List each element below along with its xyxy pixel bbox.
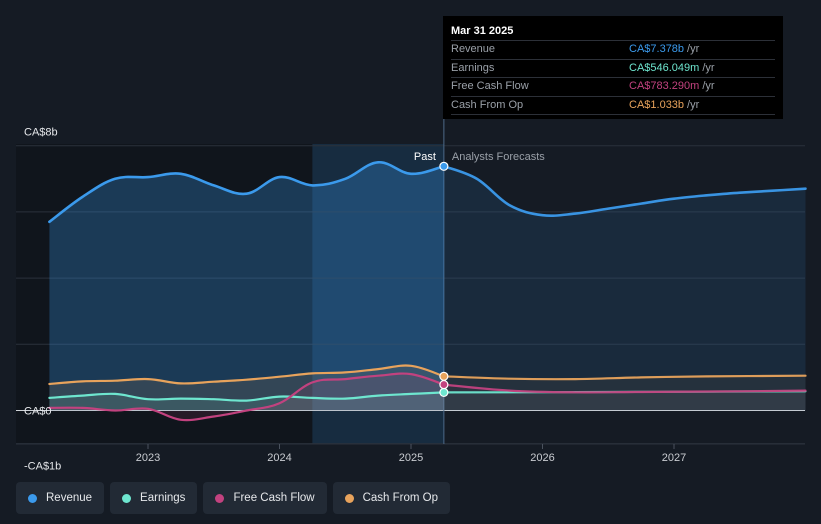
tooltip-row-value: CA$546.049m xyxy=(629,61,700,74)
tooltip-row-unit: /yr xyxy=(687,98,700,111)
tooltip-row-unit: /yr xyxy=(702,61,715,74)
tooltip-row-value: CA$1.033b xyxy=(629,98,685,111)
legend-dot-icon xyxy=(215,493,225,503)
x-tick-label: 2027 xyxy=(662,452,686,464)
tooltip-row-unit: /yr xyxy=(687,43,700,55)
marker-cash-from-op xyxy=(439,371,449,381)
tooltip-row-earnings: Earnings CA$546.049m /yr xyxy=(451,58,775,78)
tooltip-date: Mar 31 2025 xyxy=(451,25,514,37)
area-revenue-forecast xyxy=(443,166,806,411)
tooltip-row-unit: /yr xyxy=(702,80,715,92)
area-earnings-forecast xyxy=(443,391,806,411)
tooltip-panel: Mar 31 2025 Revenue CA$7.378b /yr Earnin… xyxy=(443,16,783,119)
area-free-cash-flow-past xyxy=(49,373,444,421)
legend-dot-icon xyxy=(344,493,354,503)
tooltip-row-name: Revenue xyxy=(451,43,496,55)
area-revenue-past xyxy=(49,162,444,411)
legend-item-free-cash-flow[interactable]: Free Cash Flow xyxy=(203,482,327,514)
legend-dot-icon xyxy=(122,493,132,503)
tooltip-row-value: CA$783.290m xyxy=(629,80,700,92)
legend-item-earnings[interactable]: Earnings xyxy=(110,482,198,514)
legend-item-cash-from-op[interactable]: Cash From Op xyxy=(332,482,451,514)
past-label: Past xyxy=(414,151,436,163)
x-tick-label: 2026 xyxy=(530,452,554,464)
axis-labels: CA$8b CA$0 -CA$1b 2023 2024 2025 2026 2027 Past A… xyxy=(24,127,686,473)
past-background xyxy=(16,144,313,444)
tooltip-row-name: Cash From Op xyxy=(451,98,524,111)
line-earnings-past xyxy=(48,391,445,402)
tooltip-row-cash-from-op: Cash From Op CA$1.033b /yr xyxy=(451,95,775,115)
tooltip-markers xyxy=(439,161,449,398)
area-free-cash-flow-forecast xyxy=(443,384,806,411)
line-cash-from-op-past xyxy=(48,364,445,386)
y-axis-label: -CA$1b xyxy=(24,461,61,473)
line-free-cash-flow-past xyxy=(48,372,445,422)
legend-label: Revenue xyxy=(46,492,93,504)
line-free-cash-flow-forecast xyxy=(442,383,807,394)
x-tick-label: 2025 xyxy=(399,452,423,464)
marker-free-cash-flow xyxy=(439,379,449,390)
series-lines xyxy=(48,160,807,422)
y-axis-label: CA$8b xyxy=(24,127,58,139)
x-tick-label: 2024 xyxy=(267,452,291,464)
legend-label: Cash From Op xyxy=(362,492,439,504)
line-cash-from-op-forecast xyxy=(442,374,807,381)
tooltip-row-revenue: Revenue CA$7.378b /yr xyxy=(451,40,775,59)
line-revenue-past xyxy=(48,160,446,224)
legend-item-revenue[interactable]: Revenue xyxy=(16,482,105,514)
legend-dot-icon xyxy=(28,493,37,503)
forecast-label: Analysts Forecasts xyxy=(452,151,545,163)
y-axis-label: CA$0 xyxy=(24,406,52,418)
marker-revenue xyxy=(439,161,449,171)
tooltip-row-name: Earnings xyxy=(451,61,495,74)
marker-earnings xyxy=(439,387,449,398)
tooltip-row-value: CA$7.378b xyxy=(629,43,685,55)
x-tick-label: 2023 xyxy=(136,452,160,464)
line-revenue-forecast xyxy=(442,165,807,218)
legend-label: Free Cash Flow xyxy=(233,492,315,504)
tooltip-row-free-cash-flow: Free Cash Flow CA$783.290m /yr xyxy=(451,77,775,96)
tooltip-row-name: Free Cash Flow xyxy=(451,80,529,92)
legend: Revenue Earnings Free Cash Flow Cash Fro… xyxy=(16,482,451,514)
legend-label: Earnings xyxy=(140,492,186,504)
